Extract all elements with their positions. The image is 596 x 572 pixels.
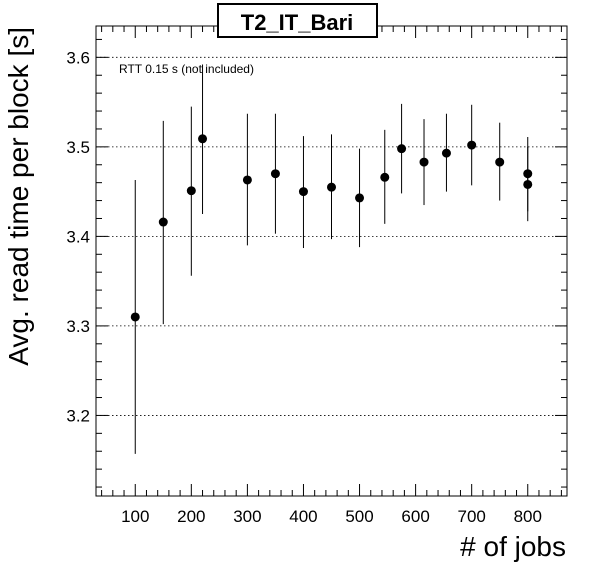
- data-point: [355, 193, 365, 203]
- y-tick-label: 3.3: [66, 317, 90, 336]
- y-tick-label: 3.4: [66, 227, 90, 246]
- x-tick-label: 400: [289, 507, 317, 526]
- plot-frame: [95, 25, 568, 497]
- data-point: [419, 157, 429, 167]
- x-axis-label: # of jobs: [460, 531, 566, 562]
- data-point: [523, 179, 533, 189]
- x-tick-label: 200: [177, 507, 205, 526]
- data-point: [397, 144, 407, 154]
- grid-lines: [96, 56, 567, 416]
- data-point: [242, 175, 252, 185]
- y-tick-label: 3.5: [66, 138, 90, 157]
- y-tick-label: 3.6: [66, 48, 90, 67]
- title-box: [217, 3, 378, 38]
- axis-ticks: [96, 26, 567, 496]
- data-point: [186, 186, 196, 196]
- tick-labels: 3.2 3.3 3.4 3.5 3.6 100 200 300 400 500 600 700 800: [66, 48, 542, 526]
- annotation-rtt: RTT 0.15 s (not included): [119, 62, 254, 76]
- x-tick-label: 600: [401, 507, 429, 526]
- x-tick-label: 300: [233, 507, 261, 526]
- data-point: [198, 134, 208, 144]
- data-point: [270, 169, 280, 179]
- x-tick-label: 100: [121, 507, 149, 526]
- data-point: [380, 172, 390, 182]
- data-point: [130, 312, 140, 322]
- x-tick-label: 500: [345, 507, 373, 526]
- x-tick-label: 800: [514, 507, 542, 526]
- error-bars: [134, 64, 529, 454]
- data-point: [495, 157, 505, 167]
- data-point: [523, 169, 533, 179]
- data-point: [298, 187, 308, 197]
- data-point: [158, 217, 168, 227]
- y-tick-label: 3.2: [66, 406, 90, 425]
- data-point: [467, 140, 477, 150]
- data-points: [130, 134, 533, 322]
- x-tick-label: 700: [457, 507, 485, 526]
- y-axis-label: Avg. read time per block [s]: [3, 27, 34, 366]
- data-point: [327, 182, 336, 192]
- data-point: [441, 148, 451, 158]
- chart-title: T2_IT_Bari: [241, 10, 354, 35]
